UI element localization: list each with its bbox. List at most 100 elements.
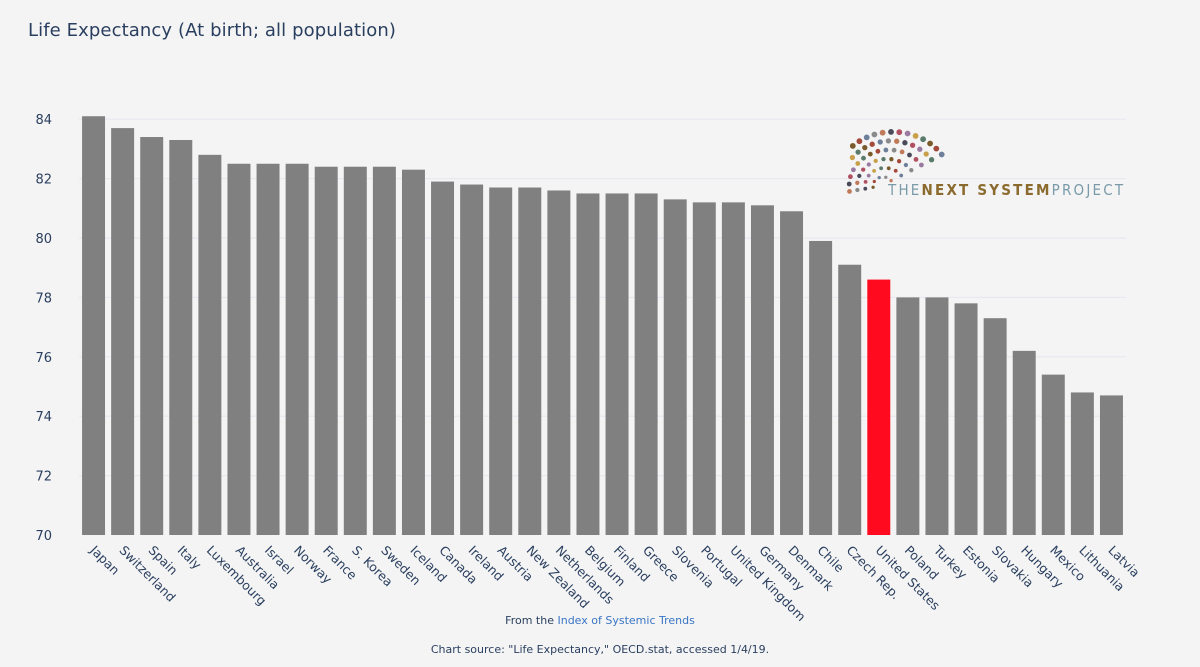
logo-dot: [877, 175, 881, 180]
bar-slovenia: [663, 199, 687, 535]
logo-dot: [933, 145, 940, 152]
logo-dot: [913, 157, 919, 162]
footer-attribution: From the Index of Systemic Trends: [0, 614, 1200, 627]
grid-lines: [79, 118, 1126, 477]
y-axis-ticks: 70 72 74 76 78 80 82 84: [35, 113, 52, 544]
bar-ireland: [460, 184, 484, 536]
chart-title: Life Expectancy (At birth; all populatio…: [28, 20, 396, 41]
bar-israel: [256, 163, 280, 535]
y-tick-label: 70: [35, 529, 52, 544]
logo-dot: [871, 185, 875, 189]
bar-austria: [489, 187, 513, 535]
logo-dot: [889, 157, 894, 162]
logo-dot: [861, 155, 866, 161]
y-tick-label: 84: [35, 113, 52, 128]
logo-dot: [866, 173, 871, 178]
logo-dots-icon: [846, 129, 945, 194]
logo-dot: [917, 146, 923, 152]
logo-dot: [862, 144, 868, 151]
bar-luxembourg: [198, 154, 222, 535]
logo-dot: [861, 167, 866, 172]
next-system-project-logo: THENEXT SYSTEMPROJECT: [846, 124, 1123, 204]
bar-spain: [140, 137, 164, 535]
logo-dot: [894, 138, 900, 144]
bar-turkey: [925, 297, 949, 535]
logo-dot: [863, 186, 868, 191]
y-tick-label: 72: [35, 470, 52, 485]
logo-word-the: THE: [888, 181, 922, 199]
bar-united-kingdom: [721, 202, 745, 536]
logo-dot: [855, 149, 861, 155]
bar-italy: [169, 139, 193, 536]
bar-estonia: [954, 303, 978, 535]
bar-lithuania: [1070, 392, 1094, 535]
bar-france: [314, 166, 338, 535]
logo-dot: [888, 129, 894, 135]
logo-dot: [877, 139, 883, 145]
logo-dot: [909, 168, 914, 173]
y-tick-label: 78: [35, 291, 52, 306]
logo-word-project: PROJECT: [1051, 181, 1126, 199]
logo-dot: [879, 129, 886, 136]
logo-dot: [899, 149, 905, 155]
logo-dot: [891, 147, 897, 153]
logo-dot: [848, 174, 853, 180]
bars: [82, 116, 1123, 536]
bar-latvia: [1099, 395, 1123, 535]
footer-chart-source: Chart source: "Life Expectancy," OECD.st…: [430, 643, 770, 656]
bar-s-korea: [343, 166, 367, 535]
bar-slovakia: [983, 318, 1007, 535]
logo-dot: [893, 168, 898, 173]
logo-dot: [855, 161, 861, 166]
bar-netherlands: [547, 190, 571, 536]
logo-dot: [912, 133, 919, 139]
logo-dot: [879, 166, 883, 171]
logo-dot: [869, 141, 875, 147]
bar-portugal: [692, 202, 716, 536]
logo-dot: [896, 129, 903, 136]
logo-dot: [872, 179, 876, 184]
x-category-label: Japan: [87, 542, 123, 578]
bar-iceland: [401, 169, 425, 535]
logo-dot: [920, 136, 926, 143]
logo-dot: [927, 140, 933, 147]
bar-denmark: [780, 211, 804, 535]
logo-dot: [909, 142, 916, 148]
y-tick-label: 80: [35, 232, 52, 247]
logo-dot: [875, 148, 881, 154]
logo-dot: [849, 154, 856, 161]
logo-dot: [881, 156, 886, 162]
bar-czech-rep: [838, 264, 862, 535]
logo-dot: [863, 180, 868, 184]
logo-dot: [851, 167, 856, 173]
bar-australia: [227, 163, 251, 535]
bar-belgium: [576, 193, 600, 535]
bar-canada: [431, 181, 455, 535]
y-tick-label: 74: [35, 410, 52, 425]
index-of-systemic-trends-link[interactable]: Index of Systemic Trends: [557, 614, 695, 627]
bar-hungary: [1012, 350, 1036, 535]
logo-dot: [855, 180, 860, 185]
bar-united-states: [867, 279, 891, 535]
bar-greece: [634, 193, 658, 535]
logo-dot: [907, 152, 912, 158]
bar-switzerland: [111, 128, 135, 536]
logo-dot: [884, 175, 888, 179]
logo-dot: [866, 162, 871, 167]
logo-dot: [919, 162, 924, 168]
logo-dot: [889, 179, 893, 183]
logo-word-next-system: NEXT SYSTEM: [921, 181, 1052, 199]
bar-poland: [896, 297, 920, 535]
logo-dot: [847, 189, 852, 194]
bar-mexico: [1041, 374, 1065, 535]
logo-dot: [857, 173, 862, 179]
logo-dot: [902, 140, 908, 146]
bar-finland: [605, 193, 629, 535]
logo-dot: [873, 158, 878, 164]
logo-dot: [904, 130, 911, 137]
logo-dot: [938, 151, 945, 158]
bar-chile: [809, 240, 833, 535]
logo-dot: [871, 131, 878, 138]
